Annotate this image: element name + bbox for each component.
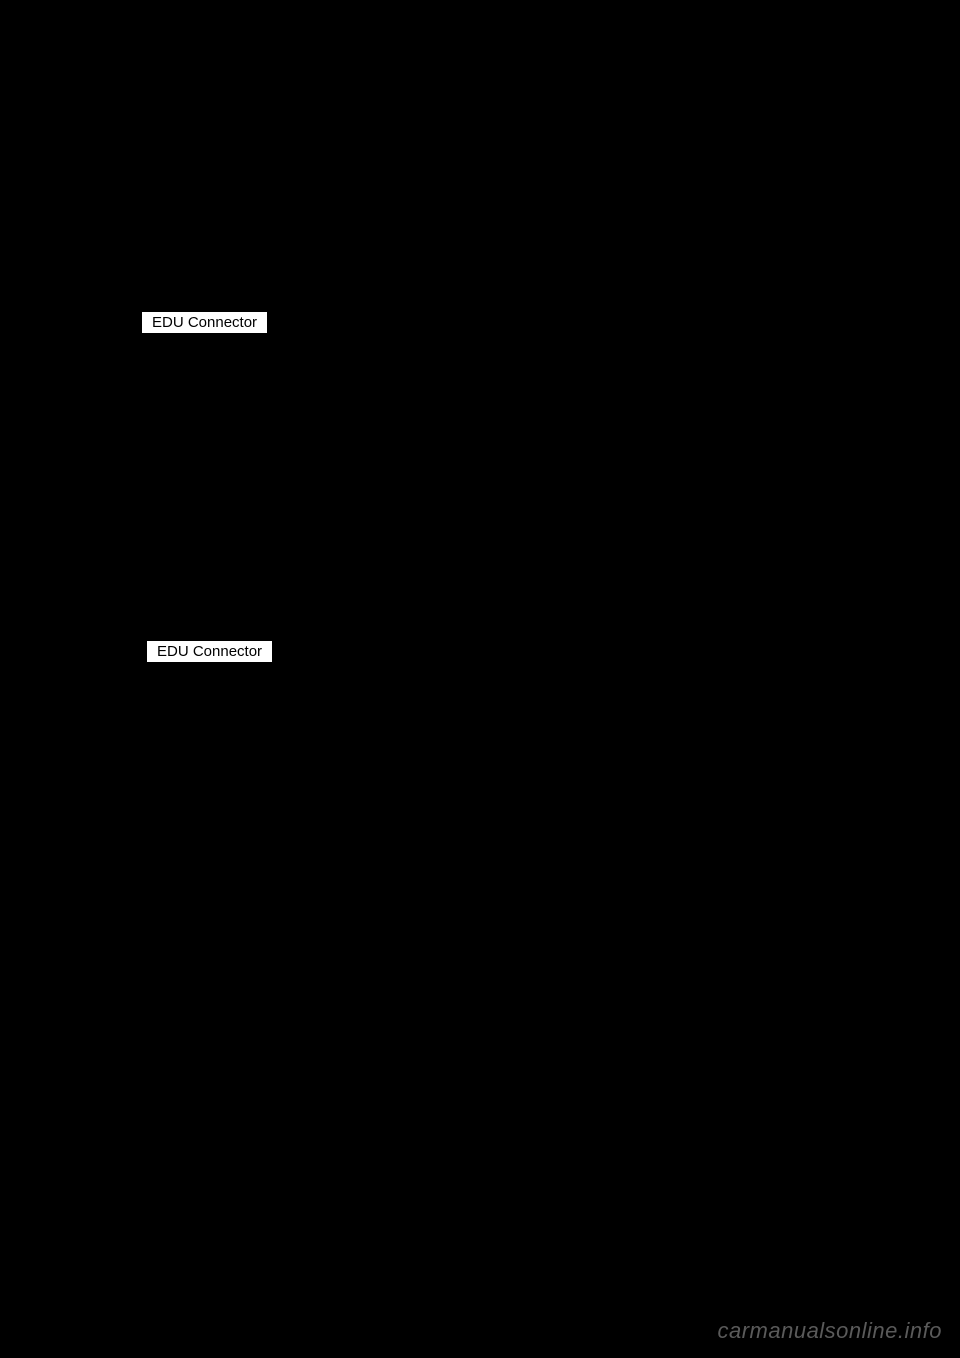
edu-connector-label-2: EDU Connector (147, 641, 272, 662)
watermark-text: carmanualsonline.info (717, 1318, 942, 1344)
edu-connector-label-1: EDU Connector (142, 312, 267, 333)
